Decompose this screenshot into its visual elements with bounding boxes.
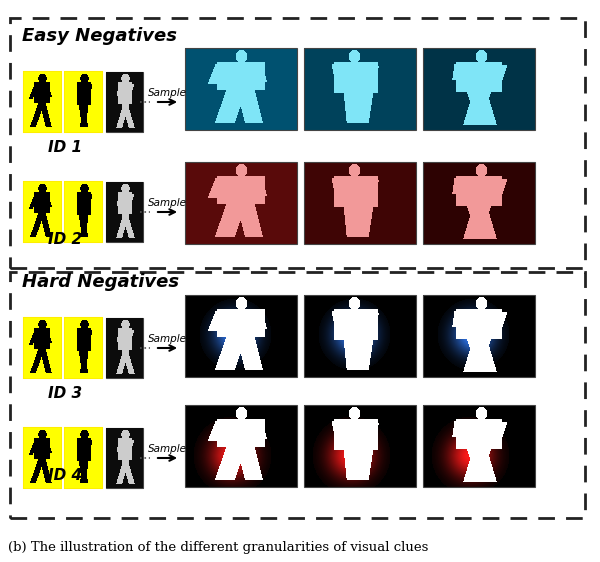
Text: ID 2: ID 2 <box>48 233 82 247</box>
Text: Sample: Sample <box>148 88 187 98</box>
Text: Easy Negatives: Easy Negatives <box>22 27 177 45</box>
Bar <box>65 318 102 378</box>
Bar <box>10 272 585 518</box>
Bar <box>185 162 297 244</box>
Text: Sample: Sample <box>148 334 187 344</box>
Bar <box>24 72 61 132</box>
Bar <box>24 318 61 378</box>
Text: Sample: Sample <box>148 444 187 454</box>
Text: (b) The illustration of the different granularities of visual clues: (b) The illustration of the different gr… <box>8 542 428 555</box>
Text: Hard Negatives: Hard Negatives <box>22 273 179 291</box>
Bar <box>423 162 535 244</box>
Bar <box>304 162 416 244</box>
Text: ID 3: ID 3 <box>48 386 82 401</box>
Bar <box>106 428 143 488</box>
Bar <box>106 318 143 378</box>
Bar <box>106 182 143 242</box>
Bar <box>24 428 61 488</box>
Bar <box>24 182 61 242</box>
Bar <box>423 48 535 130</box>
Bar <box>304 48 416 130</box>
Bar <box>65 428 102 488</box>
Text: Sample: Sample <box>148 198 187 208</box>
Bar <box>185 405 297 487</box>
Bar <box>423 295 535 377</box>
Bar <box>185 295 297 377</box>
Bar <box>304 405 416 487</box>
Text: ID 4: ID 4 <box>48 469 82 483</box>
Bar <box>106 72 143 132</box>
Bar <box>65 72 102 132</box>
Bar <box>423 405 535 487</box>
Bar <box>304 295 416 377</box>
Bar <box>185 48 297 130</box>
Bar <box>65 182 102 242</box>
Text: ID 1: ID 1 <box>48 140 82 156</box>
Bar <box>10 18 585 268</box>
